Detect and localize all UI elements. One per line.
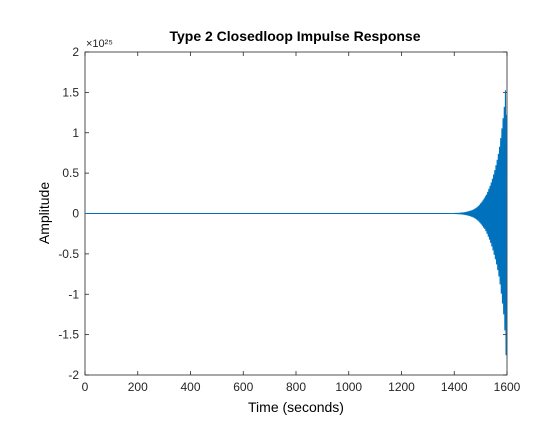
x-tick-label: 0 [82, 380, 89, 394]
y-tick-label: 2 [72, 45, 79, 59]
chart-title: Type 2 Closedloop Impulse Response [169, 28, 420, 44]
x-tick-label: 400 [180, 380, 200, 394]
x-tick-label: 200 [128, 380, 148, 394]
y-axis-label: Amplitude [36, 182, 52, 244]
response-series-line [85, 90, 507, 356]
x-axis-label: Time (seconds) [248, 399, 344, 415]
x-tick-label: 1400 [441, 380, 468, 394]
y-tick-label: 0.5 [62, 166, 79, 180]
y-tick-label: -2 [68, 368, 79, 382]
x-tick-label: 1000 [335, 380, 362, 394]
y-tick-label: 1 [72, 126, 79, 140]
y-tick-label: -0.5 [58, 247, 79, 261]
x-tick-label: 1600 [494, 380, 521, 394]
y-scale-exponent-label: ×10²⁵ [86, 38, 113, 50]
x-tick-label: 800 [286, 380, 306, 394]
y-tick-label: 1.5 [62, 85, 79, 99]
x-tick-label: 600 [233, 380, 253, 394]
y-tick-label: 0 [72, 207, 79, 221]
y-tick-label: -1.5 [58, 328, 79, 342]
y-tick-label: -1 [68, 287, 79, 301]
plot-area: 0 200 400 600 800 1000 1200 1400 1600 -2 -1.5 -1 -0.… [58, 45, 520, 394]
x-tick-label: 1200 [388, 380, 415, 394]
